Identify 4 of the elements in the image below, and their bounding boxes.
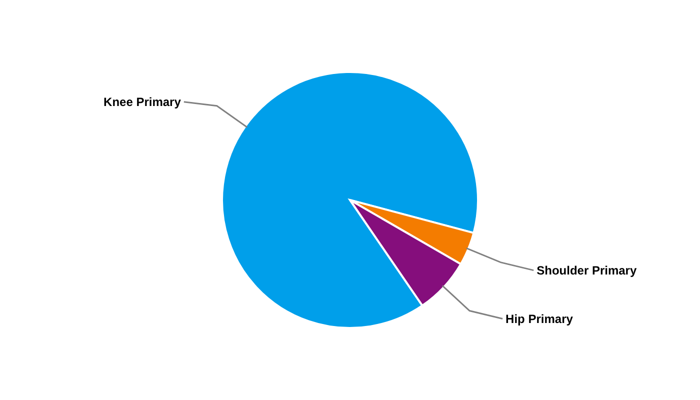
slice-label: Shoulder Primary (536, 263, 637, 278)
pie-slice (221, 71, 479, 329)
slice-label: Hip Primary (506, 312, 574, 326)
slice-label: Knee Primary (104, 94, 182, 109)
